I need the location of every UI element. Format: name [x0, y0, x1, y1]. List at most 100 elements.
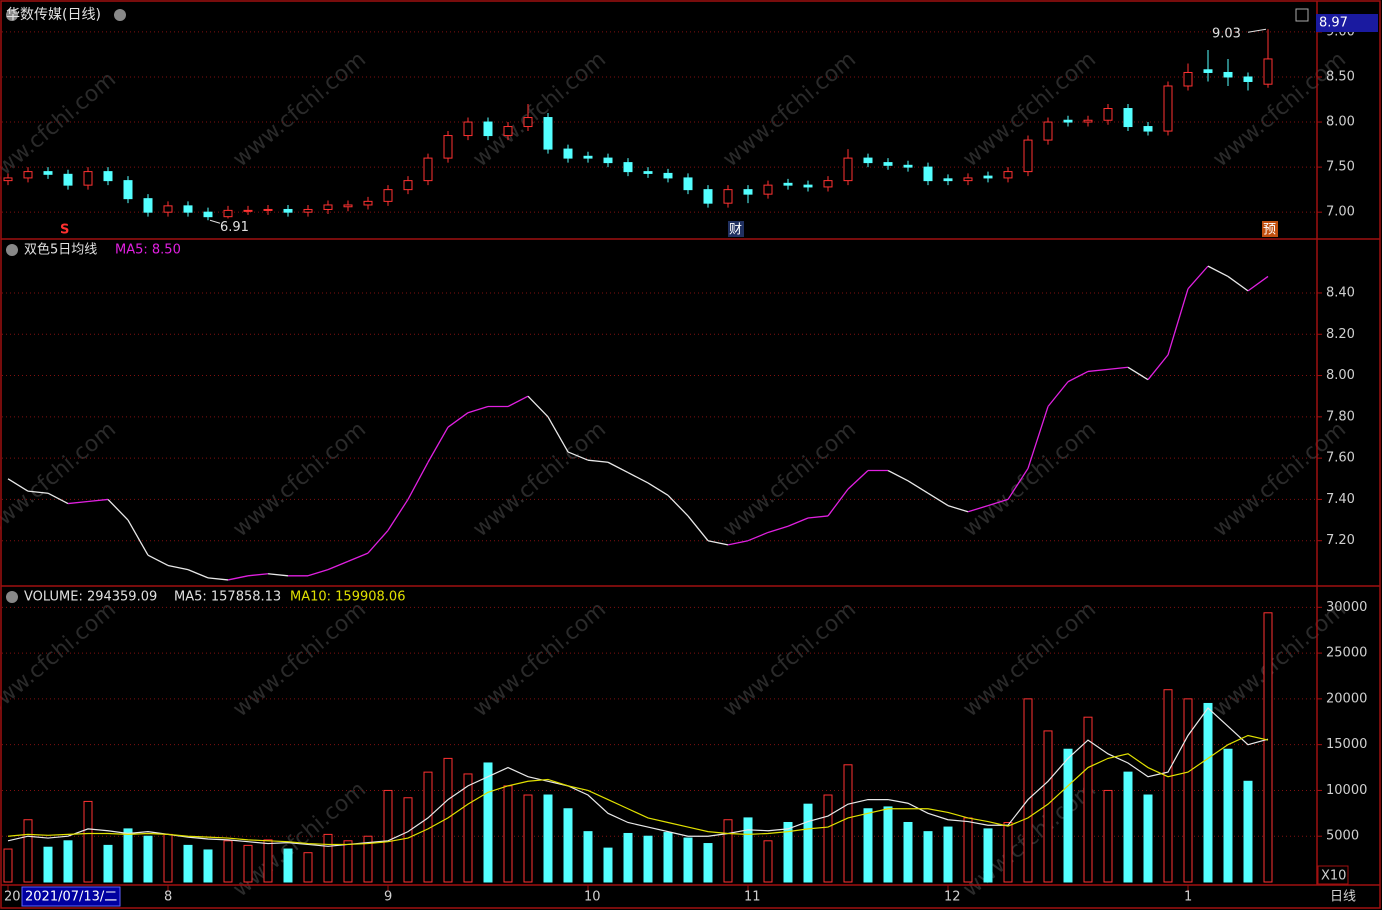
ma-segment: [887, 469, 909, 482]
ma-segment: [1047, 381, 1069, 407]
high-arrow: [1247, 28, 1267, 33]
candle-body: [923, 166, 933, 182]
ma-segment: [667, 494, 689, 517]
ma-segment: [687, 515, 709, 542]
candle-body: [763, 184, 773, 195]
x-tick-label: 1: [1184, 890, 1192, 905]
ma-segment: [147, 554, 169, 567]
menu-icon[interactable]: [6, 9, 18, 21]
ma-segment: [87, 498, 109, 503]
ma-segment: [1247, 275, 1269, 292]
candle-body: [123, 180, 133, 200]
panel-button[interactable]: [1295, 8, 1309, 22]
ma-segment: [167, 564, 189, 571]
high-annotation: 9.03: [1212, 27, 1241, 42]
volume-ma-line: [7, 734, 1269, 846]
candle-body: [443, 135, 453, 159]
volume-ma5-label: MA5: 157858.13: [174, 590, 281, 605]
price-box: [1316, 14, 1378, 32]
candle-body: [903, 164, 913, 168]
cursor-date-box: [21, 886, 121, 907]
candle-body: [243, 209, 253, 212]
volume-bar: [1063, 748, 1073, 883]
candle-body: [1203, 69, 1213, 73]
volume-bar: [943, 826, 953, 883]
candle-body: [943, 178, 953, 182]
ma-segment: [1087, 368, 1109, 373]
y-tick-label: 8.00: [1326, 368, 1355, 383]
volume-ma10-label: MA10: 159908.06: [290, 590, 405, 605]
candle-body: [163, 205, 173, 213]
volume-bar: [1163, 689, 1173, 883]
ma-segment: [427, 426, 449, 463]
candle-body: [803, 184, 813, 188]
ma-segment: [267, 573, 289, 577]
ma-segment: [947, 504, 969, 513]
period[interactable]: 日线: [1330, 890, 1356, 905]
ma-segment: [1167, 288, 1189, 356]
x-tick-label: 9: [384, 890, 392, 905]
y-tick-label: 8.40: [1326, 285, 1355, 300]
candle-body: [563, 148, 573, 159]
ma-title: 双色5日均线: [24, 242, 97, 258]
volume-bar: [23, 819, 33, 883]
ma-segment: [967, 504, 989, 513]
y-tick-label: 8.20: [1326, 327, 1355, 342]
volume-bar: [583, 831, 593, 883]
candle-body: [783, 182, 793, 186]
ma-segment: [27, 490, 49, 494]
volume-bar: [783, 821, 793, 883]
marker-cai: 财: [729, 223, 742, 238]
candle-body: [583, 155, 593, 159]
volume-bar: [383, 789, 393, 883]
volume-bar: [1203, 702, 1213, 883]
x-tick-label: 11: [744, 890, 761, 905]
volume-bar: [923, 831, 933, 883]
ma-segment: [347, 552, 369, 562]
volume-bar: [343, 840, 353, 883]
ma-segment: [707, 540, 729, 546]
volume-bar: [123, 828, 133, 883]
volume-bar: [483, 762, 493, 883]
cursor-date: 2021/07/13/二: [25, 890, 117, 905]
volume-bar: [663, 832, 673, 883]
y-tick-label: 20000: [1326, 691, 1367, 706]
volume-bar: [743, 817, 753, 883]
candle-body: [883, 162, 893, 166]
ma-segment: [527, 395, 549, 418]
ma-segment: [927, 492, 949, 507]
volume-bar: [323, 833, 333, 883]
panel-icon[interactable]: [6, 591, 18, 603]
ma-segment: [787, 517, 809, 527]
candle-body: [303, 208, 313, 213]
volume-bar: [143, 835, 153, 883]
unit-box: [1317, 865, 1349, 885]
dropdown-icon[interactable]: [114, 9, 126, 21]
marker-yu: 预: [1263, 223, 1276, 238]
x-tick-label: 12: [944, 890, 961, 905]
candle-body: [703, 189, 713, 204]
candle-body: [523, 117, 533, 128]
volume-label: VOLUME: 294359.09: [24, 590, 157, 605]
ma-segment: [47, 492, 69, 505]
y-tick-label: 15000: [1326, 737, 1367, 752]
candle-body: [363, 200, 373, 206]
ma-label: MA5: 8.50: [115, 243, 181, 258]
candle-body: [143, 198, 153, 213]
low-annotation: 6.91: [220, 220, 249, 235]
volume-bar: [63, 840, 73, 883]
low-arrow: [209, 219, 221, 224]
marker-bg: [728, 221, 744, 237]
title: 华数传媒(日线): [6, 7, 101, 23]
last-price: 8.97: [1319, 16, 1348, 31]
panel-icon[interactable]: [6, 244, 18, 256]
ma-segment: [627, 472, 649, 484]
candle-body: [383, 189, 393, 202]
ma-segment: [407, 461, 429, 500]
volume-bar: [223, 840, 233, 883]
volume-bar: [563, 808, 573, 883]
ma-segment: [127, 519, 149, 556]
